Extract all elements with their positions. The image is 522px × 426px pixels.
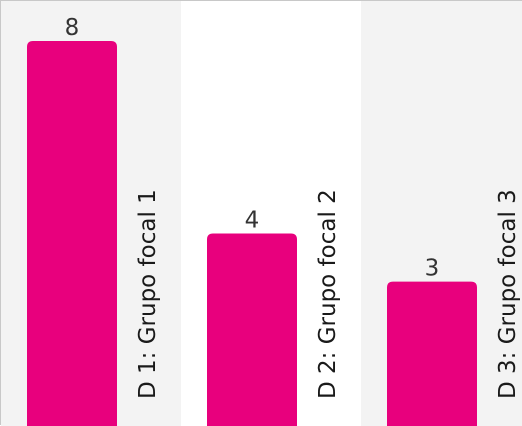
bar[interactable]: [387, 282, 477, 426]
category-label: D 2: Grupo focal 2: [315, 189, 341, 399]
bar[interactable]: [27, 41, 117, 426]
category-label: D 3: Grupo focal 3: [495, 189, 521, 399]
bar-value-label: 8: [65, 15, 80, 41]
category-label: D 1: Grupo focal 1: [135, 189, 161, 399]
bar-value-label: 3: [425, 256, 440, 282]
bar-value-label: 4: [245, 208, 260, 234]
bar[interactable]: [207, 234, 297, 426]
